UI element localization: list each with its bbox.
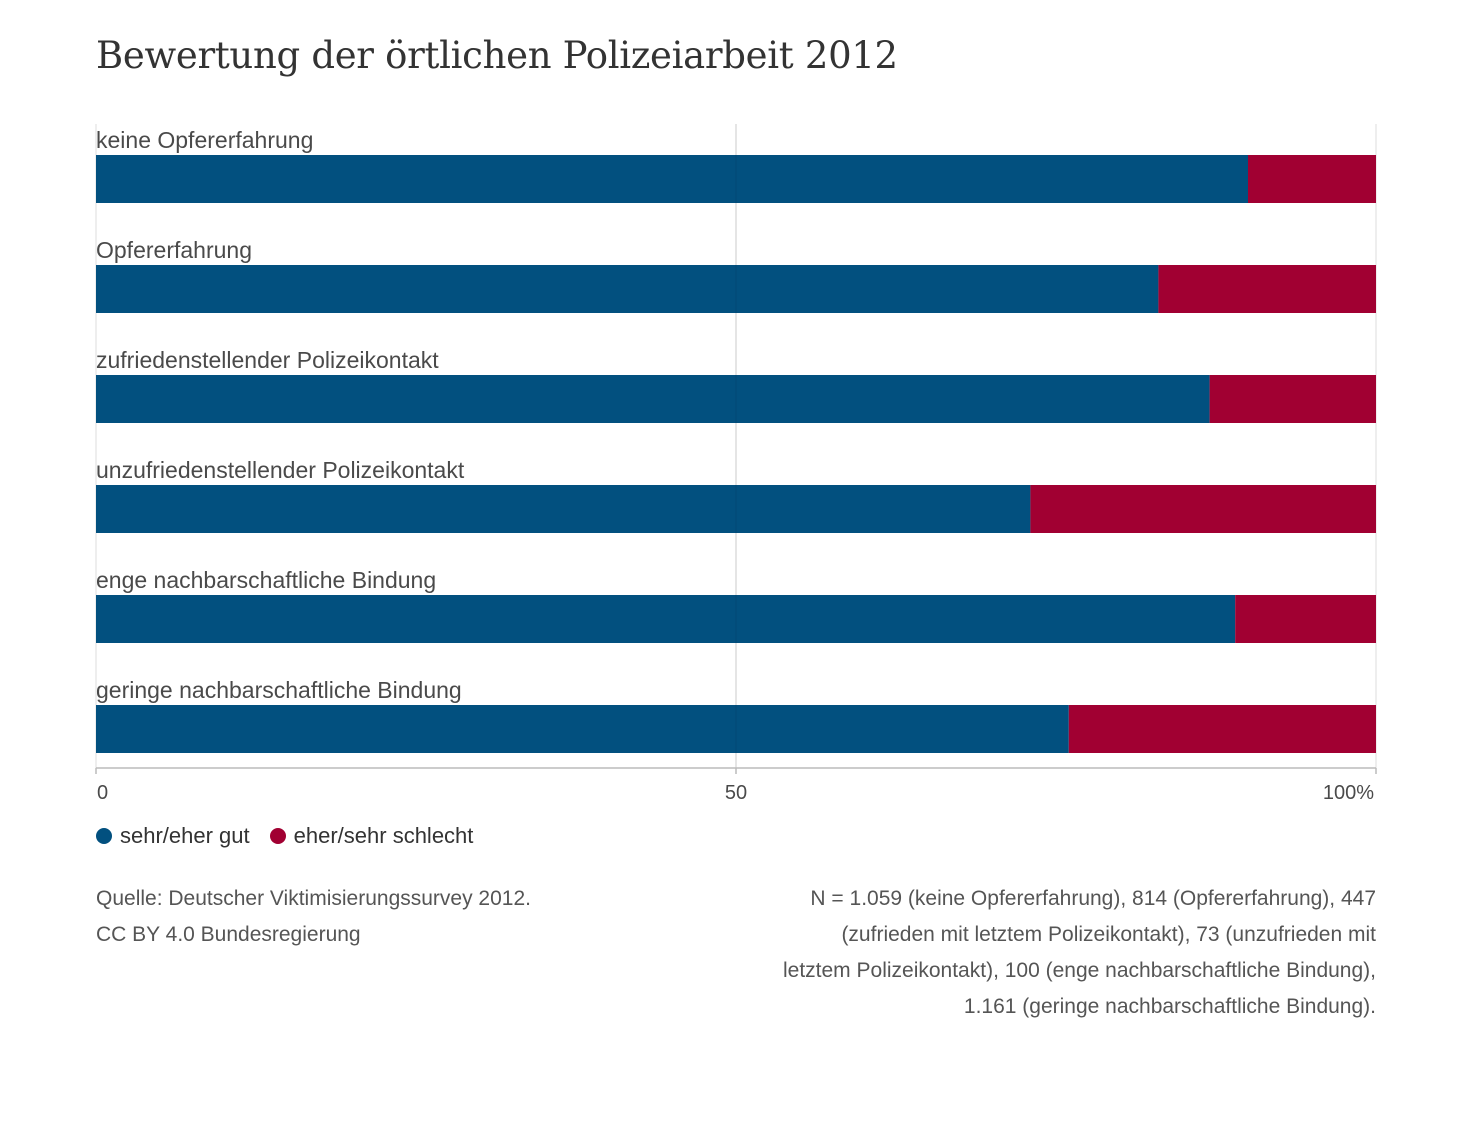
bar-bad [1235, 595, 1376, 643]
bar-bad [1248, 155, 1376, 203]
license-line: CC BY 4.0 Bundesregierung [96, 923, 361, 946]
bar-good [96, 265, 1159, 313]
x-tick-label: 50 [725, 782, 747, 804]
category-label: geringe nachbarschaftliche Bindung [96, 677, 462, 703]
category-label: enge nachbarschaftliche Bindung [96, 567, 436, 593]
bar-bad [1068, 705, 1376, 753]
legend-dot-bad [269, 828, 286, 844]
legend-label-good: sehr/eher gut [120, 823, 250, 848]
legend-item-bad: eher/sehr schlecht [269, 823, 474, 849]
sample-size-note: N = 1.059 (keine Opfererfahrung), 814 (O… [700, 881, 1376, 1025]
legend-item-good: sehr/eher gut [96, 823, 250, 849]
x-tick-label: 0 [97, 782, 108, 804]
x-tick-label: 100% [1323, 782, 1374, 804]
bar-good [96, 595, 1236, 643]
legend-label-bad: eher/sehr schlecht [293, 823, 474, 848]
bar-good [96, 705, 1069, 753]
bar-bad [1030, 485, 1376, 533]
category-label: Opfererfahrung [96, 237, 252, 263]
legend-dot-good [96, 828, 112, 844]
chart-title: Bewertung der örtlichen Polizeiarbeit 20… [96, 34, 898, 77]
bar-good [96, 485, 1031, 533]
bar-bad [1158, 265, 1376, 313]
note-line: (zufrieden mit letztem Polizeikontakt), … [841, 923, 1376, 946]
category-label: zufriedenstellender Polizeikontakt [96, 347, 439, 373]
bar-good [96, 375, 1210, 423]
note-line: 1.161 (geringe nachbarschaftliche Bindun… [963, 995, 1376, 1018]
note-line: N = 1.059 (keine Opfererfahrung), 814 (O… [810, 887, 1376, 910]
bar-bad [1209, 375, 1376, 423]
plot-area: keine Opfererfahrung Opfererfahrung zufrie… [95, 124, 1377, 804]
category-label: keine Opfererfahrung [96, 127, 313, 153]
note-line: letztem Polizeikontakt), 100 (enge nachb… [782, 959, 1376, 982]
bar-good [96, 155, 1248, 203]
source-text: Quelle: Deutscher Viktimisierungssurvey … [96, 881, 656, 953]
source-line: Quelle: Deutscher Viktimisierungssurvey … [96, 887, 531, 910]
category-label: unzufriedenstellender Polizeikontakt [96, 457, 465, 483]
legend: sehr/eher gut eher/sehr schlecht [96, 823, 493, 849]
